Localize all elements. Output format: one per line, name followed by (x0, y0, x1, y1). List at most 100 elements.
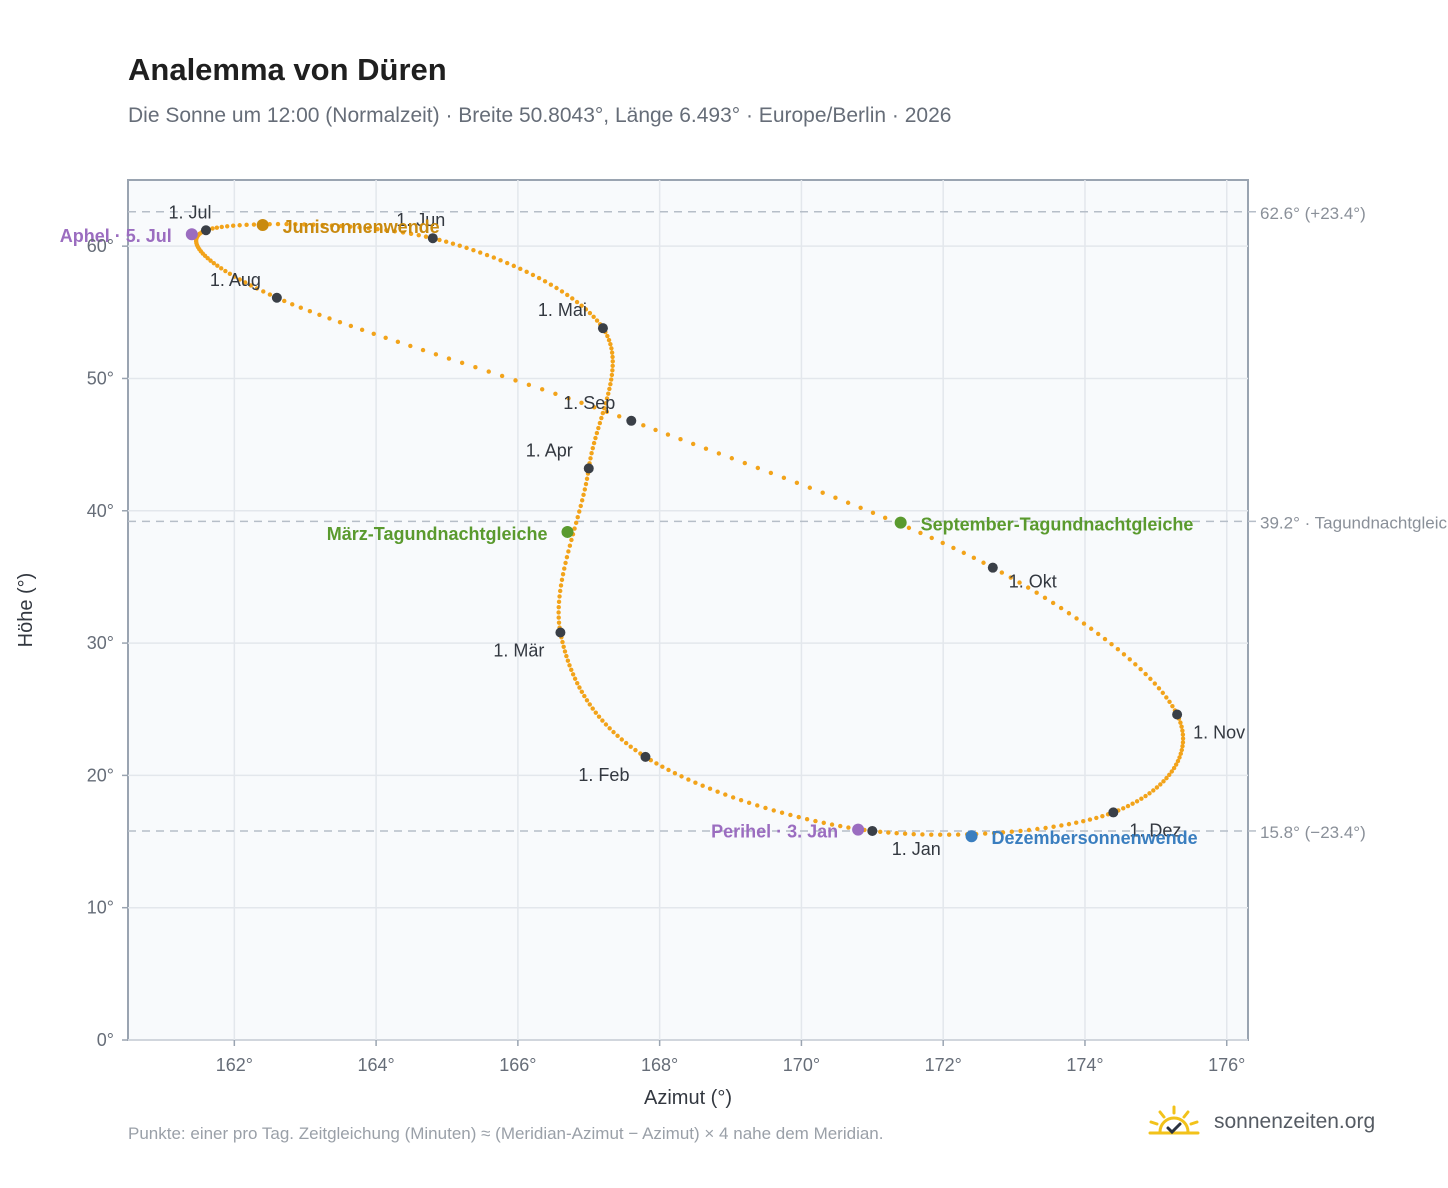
daily-sun-point (608, 341, 613, 347)
daily-sun-point (526, 382, 532, 388)
daily-sun-point (320, 222, 325, 228)
daily-sun-point (610, 368, 615, 373)
daily-sun-point (604, 409, 610, 414)
daily-sun-point (779, 810, 785, 815)
event-label: September-Tagundnachtgleiche (921, 515, 1194, 535)
daily-sun-point (608, 381, 613, 387)
daily-sun-point (592, 405, 597, 410)
daily-sun-point (610, 359, 615, 364)
daily-sun-point (1025, 585, 1031, 590)
daily-sun-point (327, 316, 332, 321)
daily-sun-point (478, 250, 483, 255)
chart-subtitle: Die Sonne um 12:00 (Normalzeit) · Breite… (128, 104, 952, 127)
daily-sun-point (587, 702, 592, 707)
daily-sun-point (251, 222, 257, 227)
month-label: 1. Mär (493, 640, 544, 660)
daily-sun-point (558, 583, 564, 588)
daily-sun-point (771, 808, 776, 813)
daily-sun-point (570, 296, 575, 301)
daily-sun-point (929, 832, 934, 837)
daily-sun-point (609, 377, 614, 382)
daily-sun-point (1167, 772, 1172, 778)
x-tick-label: 168° (641, 1055, 678, 1075)
daily-sun-point (628, 744, 633, 749)
brand-logo[interactable]: sonnenzeiten.org (1146, 1104, 1375, 1140)
daily-sun-point (1171, 765, 1177, 771)
daily-sun-point (991, 830, 997, 836)
daily-sun-point (911, 831, 916, 837)
daily-sun-point (559, 577, 565, 583)
daily-sun-point (553, 391, 558, 396)
daily-sun-point (1180, 728, 1185, 733)
month-marker (200, 225, 211, 236)
daily-sun-point (594, 430, 600, 436)
month-marker (640, 751, 651, 762)
daily-sun-point (584, 476, 590, 481)
daily-sun-point (788, 812, 793, 818)
daily-sun-point (558, 588, 563, 594)
daily-sun-point (244, 222, 249, 228)
daily-sun-point (590, 706, 595, 711)
event-label: Dezembersonnenwende (992, 828, 1198, 848)
daily-sun-point (781, 475, 787, 481)
daily-sun-point (562, 566, 567, 571)
daily-sun-point (564, 653, 569, 659)
daily-sun-point (383, 335, 388, 340)
y-axis-label: Höhe (°) (15, 573, 37, 648)
daily-sun-point (796, 814, 801, 820)
daily-sun-point (609, 372, 615, 378)
daily-sun-point (665, 432, 671, 437)
daily-sun-point (600, 410, 606, 416)
daily-sun-point (1074, 820, 1079, 825)
daily-sun-point (982, 831, 988, 836)
daily-sun-point (400, 230, 406, 235)
event-label: Junisonnenwende (283, 217, 440, 237)
daily-sun-point (593, 710, 598, 715)
daily-sun-point (690, 441, 696, 447)
daily-sun-point (1058, 605, 1064, 611)
daily-sun-point (225, 224, 230, 229)
daily-sun-point (536, 275, 542, 281)
daily-sun-point (1018, 828, 1023, 834)
month-marker (1172, 709, 1183, 720)
daily-sun-point (579, 400, 584, 405)
month-marker (271, 292, 282, 303)
daily-sun-point (471, 247, 476, 253)
daily-sun-point (1121, 806, 1126, 811)
month-label: 1. Nov (1193, 723, 1245, 743)
daily-sun-point (1138, 666, 1143, 672)
daily-sun-point (359, 327, 365, 333)
daily-sun-point (348, 224, 353, 229)
daily-sun-point (654, 761, 659, 766)
daily-sun-point (284, 221, 289, 227)
daily-sun-point (371, 331, 376, 336)
daily-sun-point (590, 445, 595, 451)
daily-sun-point (1148, 676, 1153, 682)
daily-sun-point (566, 396, 571, 401)
daily-sun-point (1180, 744, 1185, 749)
y-tick-label: 60° (87, 236, 114, 256)
daily-sun-point (678, 436, 683, 442)
daily-sun-point (556, 610, 561, 615)
daily-sun-point (548, 282, 554, 287)
daily-sun-point (599, 415, 604, 421)
month-markers: 1. Jan 1. Feb 1. Mär 1. Apr 1. Mai 1. Jun 1. J… (168, 202, 1245, 859)
daily-sun-point (282, 298, 287, 304)
daily-sun-point (214, 225, 220, 230)
daily-sun-point (242, 280, 248, 285)
daily-sun-point (338, 223, 344, 229)
daily-sun-point (902, 831, 908, 836)
daily-sun-point (569, 537, 574, 543)
daily-sun-point (961, 550, 967, 556)
daily-sun-point (723, 792, 728, 797)
month-label: 1. Jan (892, 839, 941, 859)
daily-sun-point (484, 252, 490, 258)
daily-sun-point (366, 226, 371, 231)
x-tick-label: 174° (1066, 1055, 1103, 1075)
daily-sun-point (838, 823, 843, 829)
daily-sun-point (886, 830, 891, 835)
daily-sun-point (579, 303, 584, 308)
y-tick-label: 30° (87, 633, 114, 653)
daily-sun-point (210, 226, 215, 231)
daily-sun-point (275, 221, 281, 227)
